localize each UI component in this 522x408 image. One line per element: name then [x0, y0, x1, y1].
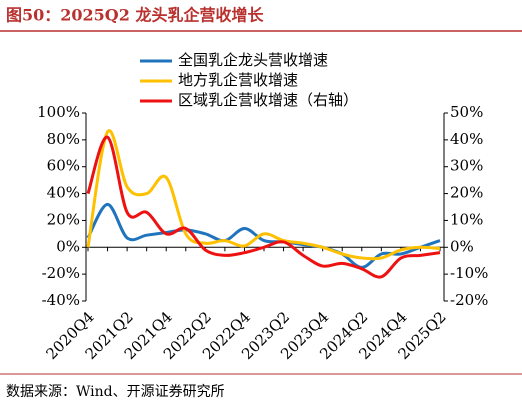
y2-tick-label: -20%	[450, 291, 488, 309]
y2-tick-label: 40%	[450, 130, 483, 148]
series-line	[86, 202, 441, 269]
y-tick-label: 20%	[47, 210, 80, 228]
series-line	[86, 129, 441, 261]
chart-title: 图50：2025Q2 龙头乳企营收增长	[6, 6, 264, 25]
y2-tick-label: 50%	[450, 103, 483, 121]
y-tick-label: 40%	[47, 184, 80, 202]
legend-label: 区域乳企营收增速（右轴）	[178, 91, 358, 109]
source: 数据来源：Wind、开源证券研究所	[6, 384, 225, 400]
y2-tick-label: 0%	[450, 237, 474, 255]
y2-tick-label: 30%	[450, 157, 483, 175]
y2-tick-label: 10%	[450, 210, 483, 228]
y-tick-label: -40%	[42, 291, 80, 309]
y-tick-label: 100%	[37, 103, 80, 121]
y2-tick-label: 20%	[450, 184, 483, 202]
legend-label: 地方乳企营收增速	[178, 71, 298, 89]
y-tick-label: 80%	[47, 130, 80, 148]
y-tick-label: 0%	[56, 237, 80, 255]
y-tick-label: 60%	[47, 157, 80, 175]
legend-label: 全国乳企龙头营收增速	[178, 51, 328, 69]
series-line	[86, 135, 441, 279]
y-tick-label: -20%	[42, 264, 80, 282]
y2-tick-label: -10%	[450, 264, 488, 282]
